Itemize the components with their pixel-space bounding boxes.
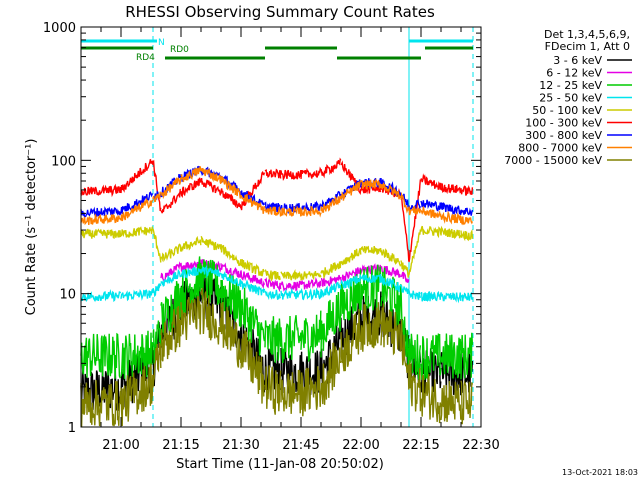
legend-header: FDecim 1, Att 0 [545, 40, 630, 53]
legend-label: 300 - 800 keV [525, 129, 602, 142]
legend-label: 6 - 12 keV [546, 67, 602, 80]
x-tick-label: 21:30 [222, 438, 259, 453]
flag-label: RD4 [136, 53, 155, 63]
plot-area: N RD0 RD4 [80, 27, 474, 428]
legend-header: Det 1,3,4,5,6,9, [544, 28, 630, 41]
legend-label: 3 - 6 keV [553, 54, 602, 67]
series-line [80, 166, 474, 226]
legend-label: 100 - 300 keV [525, 117, 602, 130]
y-tick-label: 1000 [43, 21, 76, 36]
legend-label: 7000 - 15000 keV [504, 154, 602, 167]
flag-label: RD0 [170, 45, 189, 55]
flag-label: N [158, 38, 165, 48]
legend: Det 1,3,4,5,6,9,FDecim 1, Att 03 - 6 keV… [504, 28, 632, 167]
y-axis: 1 10 100 1000 [43, 21, 481, 436]
x-tick-label: 22:15 [402, 438, 439, 453]
y-tick-label: 1 [68, 421, 76, 436]
x-axis: 21:00 21:15 21:30 21:45 22:00 22:15 22:30 [80, 27, 500, 453]
legend-label: 800 - 7000 keV [518, 142, 602, 155]
chart-title: RHESSI Observing Summary Count Rates [125, 3, 435, 21]
legend-label: 12 - 25 keV [539, 79, 602, 92]
x-tick-label: 22:00 [342, 438, 379, 453]
y-tick-label: 10 [59, 288, 76, 303]
legend-label: 50 - 100 keV [532, 104, 602, 117]
timestamp: 13-Oct-2021 18:03 [562, 468, 638, 477]
x-tick-label: 21:00 [102, 438, 139, 453]
x-tick-label: 21:15 [162, 438, 199, 453]
x-tick-label: 21:45 [282, 438, 319, 453]
series-line [80, 287, 474, 428]
legend-label: 25 - 50 keV [539, 92, 602, 105]
x-axis-label: Start Time (11-Jan-08 20:50:02) [176, 457, 384, 472]
x-tick-label: 22:30 [462, 438, 499, 453]
y-axis-label: Count Rate (s⁻¹ detector⁻¹) [24, 139, 39, 316]
y-tick-label: 100 [51, 154, 76, 169]
series-line [80, 264, 473, 304]
series-line [80, 225, 474, 282]
